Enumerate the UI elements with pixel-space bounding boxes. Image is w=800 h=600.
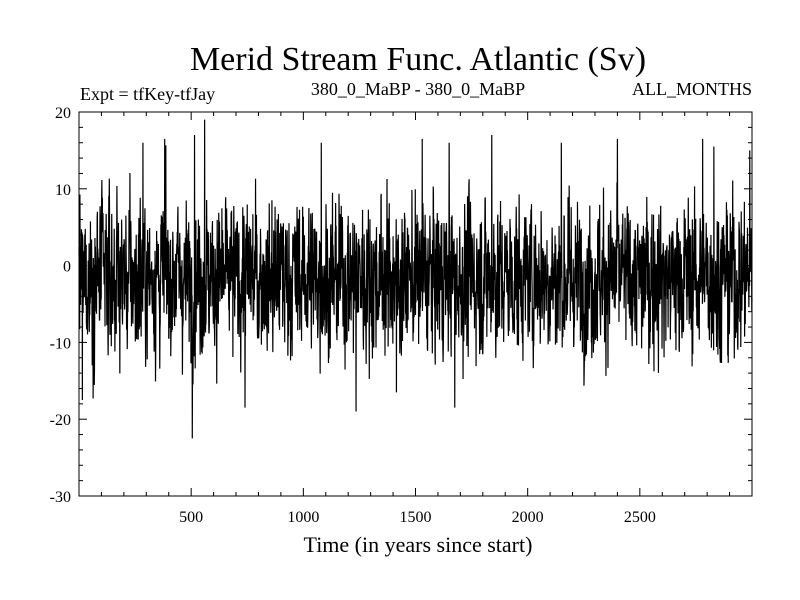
months-label: ALL_MONTHS: [632, 79, 752, 99]
x-tick-label: 2500: [624, 509, 656, 526]
y-tick-label: 0: [63, 259, 71, 276]
x-axis-label: Time (in years since start): [304, 532, 533, 557]
x-tick-label: 2000: [512, 509, 544, 526]
x-tick-label: 1000: [287, 509, 319, 526]
x-tick-label: 1500: [400, 509, 432, 526]
y-tick-label: -30: [50, 489, 71, 506]
y-tick-label: -10: [50, 335, 71, 352]
y-tick-label: 10: [55, 182, 71, 199]
period-label: 380_0_MaBP - 380_0_MaBP: [311, 79, 525, 99]
experiment-label: Expt = tfKey-tfJay: [80, 84, 215, 104]
y-tick-label: -20: [50, 412, 71, 429]
ticks-layer: 500 1000 1500 2000 2500 20 10 0 -10 -20 -30: [50, 105, 752, 526]
chart-title: Merid Stream Func. Atlantic (Sv): [190, 41, 646, 78]
series-line: [78, 119, 753, 439]
y-tick-label: 20: [55, 105, 71, 122]
series-layer: [78, 119, 753, 439]
x-tick-label: 500: [179, 509, 203, 526]
plot-frame: [78, 111, 753, 497]
